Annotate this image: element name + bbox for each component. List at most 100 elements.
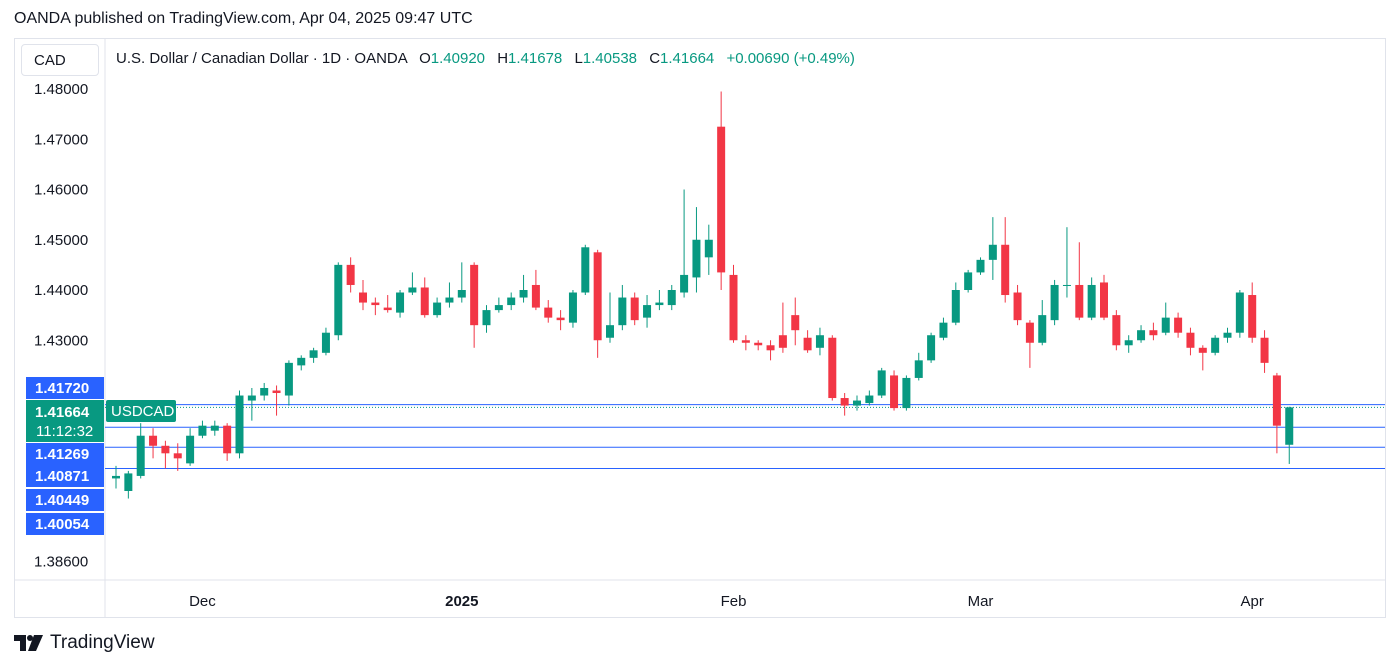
- candle-body: [1149, 330, 1158, 336]
- y-tick-label: 1.48000: [34, 81, 88, 98]
- tradingview-brand: TradingView: [50, 632, 155, 653]
- candle-body: [766, 345, 775, 351]
- candle-body: [1100, 282, 1108, 318]
- level-price-label: 1.41720: [35, 380, 89, 397]
- y-tick-label: 1.45000: [34, 232, 88, 249]
- candle-body: [457, 290, 466, 298]
- candle-body: [445, 297, 454, 303]
- candle-body: [692, 239, 701, 278]
- candle-body: [1272, 375, 1281, 426]
- candle-body: [1013, 292, 1022, 321]
- candle-body: [1198, 347, 1207, 353]
- candle-body: [1285, 407, 1294, 445]
- legend-change: +0.00690 (+0.49%): [726, 50, 855, 67]
- legend-symbol: U.S. Dollar / Canadian Dollar · 1D · OAN…: [116, 50, 407, 67]
- y-tick-label: 1.43000: [34, 332, 88, 349]
- candle-body: [840, 398, 849, 406]
- level-price-badge: [26, 465, 104, 487]
- candle-body: [791, 315, 800, 331]
- candle-body: [568, 292, 577, 323]
- candle-body: [396, 292, 405, 313]
- candle-body: [1260, 337, 1269, 363]
- x-tick-label: Feb: [721, 593, 747, 610]
- candle-body: [112, 475, 120, 479]
- candle-body: [754, 342, 763, 346]
- candle-body: [630, 297, 639, 321]
- candle-body: [334, 264, 343, 336]
- legend-open-label: O: [419, 50, 431, 67]
- candle-body: [865, 395, 874, 404]
- candle-body: [507, 297, 516, 306]
- candle-body: [247, 395, 256, 401]
- level-price-label: 1.40449: [35, 492, 89, 509]
- candle-body: [741, 340, 750, 343]
- candle-body: [1223, 332, 1232, 338]
- candle-body: [593, 252, 602, 341]
- candle-body: [964, 272, 973, 290]
- candle-body: [1161, 317, 1170, 333]
- candle-body: [1124, 340, 1133, 346]
- candle-body: [1137, 330, 1146, 341]
- candle-body: [556, 317, 565, 321]
- level-price-badge: [26, 377, 104, 399]
- candle-body: [877, 370, 886, 396]
- candle-body: [988, 244, 997, 260]
- x-tick-label: Dec: [189, 593, 216, 610]
- candle-body: [815, 335, 824, 348]
- candle-body: [667, 290, 676, 306]
- symbol-badge: [106, 400, 176, 422]
- candle-body: [1112, 315, 1121, 346]
- candle-body: [321, 332, 330, 353]
- candle-body: [408, 287, 417, 293]
- candle-body: [433, 302, 442, 316]
- candle-body: [1001, 244, 1010, 296]
- candle-body: [1075, 284, 1084, 318]
- candle-body: [939, 322, 948, 338]
- y-tick-label: 1.38600: [34, 553, 88, 570]
- candle-body: [470, 264, 479, 326]
- candle-body: [1235, 292, 1244, 333]
- level-price-badge: [26, 513, 104, 535]
- candle-body: [828, 337, 837, 399]
- candle-body: [729, 274, 738, 341]
- candle-body: [482, 310, 491, 326]
- candle-body: [853, 400, 861, 406]
- candle-body: [136, 435, 145, 476]
- candle-body: [1087, 284, 1096, 318]
- publisher-line: OANDA published on TradingView.com, Apr …: [14, 10, 473, 27]
- candle-body: [284, 362, 293, 396]
- chart-frame: [14, 38, 1386, 618]
- level-price-label: 1.40054: [35, 516, 90, 533]
- candle-body: [606, 325, 614, 338]
- candle-body: [1062, 284, 1071, 286]
- candle-body: [309, 350, 318, 358]
- candle-body: [235, 395, 244, 454]
- candle-body: [531, 284, 540, 308]
- y-tick-label: 1.47000: [34, 131, 88, 148]
- level-price-badge: [26, 443, 104, 465]
- candle-body: [198, 425, 207, 436]
- candle-body: [902, 377, 911, 409]
- candle-body: [951, 290, 960, 323]
- candle-body: [124, 473, 133, 491]
- candle-body: [717, 126, 726, 273]
- candle-body: [704, 239, 713, 258]
- candle-body: [890, 375, 899, 409]
- tradingview-logo-icon: [14, 635, 43, 651]
- x-tick-label: 2025: [445, 593, 478, 610]
- tradingview-footer[interactable]: TradingView: [14, 632, 155, 654]
- candle-body: [173, 453, 182, 459]
- legend-close-value: 1.41664: [660, 50, 715, 67]
- legend-high-value: 1.41678: [508, 50, 563, 67]
- candle-body: [1038, 315, 1047, 343]
- legend-low-label: L: [574, 50, 583, 67]
- candle-body: [149, 435, 158, 446]
- candle-body: [1211, 337, 1220, 353]
- legend-close-label: C: [649, 50, 661, 67]
- level-price-label: 1.41269: [35, 446, 89, 463]
- currency-button[interactable]: CAD: [21, 44, 99, 76]
- candle-body: [655, 302, 664, 306]
- candle-body: [186, 435, 195, 464]
- y-tick-label: 1.46000: [34, 182, 88, 199]
